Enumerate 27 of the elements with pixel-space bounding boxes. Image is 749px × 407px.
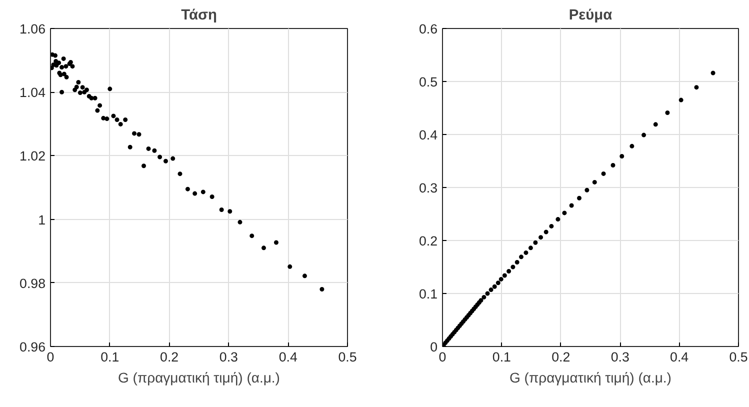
y-tick-label: 0.4 (418, 128, 438, 142)
y-tick-label: 1 (38, 212, 46, 228)
y-tick-label: 0.5 (418, 74, 438, 90)
y-tick-label: 0.6 (418, 22, 438, 36)
x-tick-label: 0.4 (670, 350, 690, 364)
y-tick-label: 1.04 (20, 85, 46, 100)
x-tick-label: 0.1 (492, 350, 511, 364)
x-axis-title: G (πραγματική τιμή) (α.μ.) (510, 370, 672, 386)
y-tick-label: 0.3 (418, 180, 438, 196)
y-tick-label: 0 (430, 340, 438, 354)
chart-title: Τάση (181, 8, 217, 24)
y-tick-label: 0.98 (20, 276, 46, 291)
chart-title: Ρεύμα (568, 8, 612, 24)
y-tick-label: 0.2 (418, 234, 438, 248)
y-tick-label: 1.06 (20, 22, 46, 36)
y-tick-label: 1.02 (20, 148, 46, 164)
y-tick-label: 0.96 (20, 340, 46, 354)
x-tick-label: 0.2 (160, 350, 179, 364)
x-tick-label: 0.2 (552, 350, 570, 364)
x-tick-label: 0.4 (278, 350, 298, 364)
x-axis-title: G (πραγματική τιμή) (α.μ.) (118, 370, 280, 386)
x-tick-label: 0.5 (729, 350, 748, 364)
x-tick-label: 0.5 (338, 350, 357, 364)
x-tick-label: 0.1 (100, 350, 120, 364)
x-tick-label: 0.3 (219, 350, 238, 364)
x-tick-label: 0.3 (610, 350, 630, 364)
y-tick-label: 0.1 (418, 286, 438, 302)
